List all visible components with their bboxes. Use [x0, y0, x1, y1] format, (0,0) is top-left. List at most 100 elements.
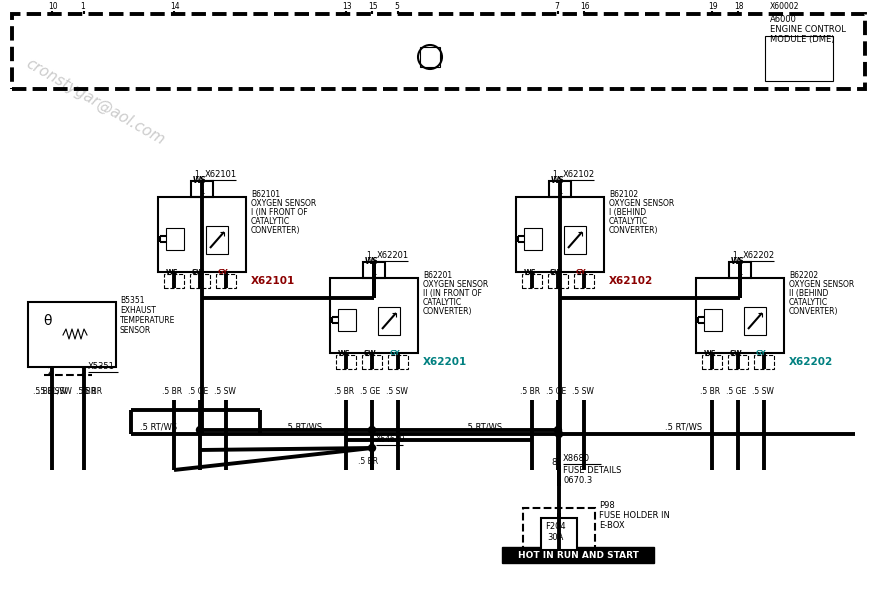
Text: 1: 1 — [372, 270, 376, 276]
Text: WS: WS — [551, 176, 565, 185]
Bar — [564, 226, 586, 254]
Bar — [191, 181, 213, 197]
Bar — [28, 302, 116, 367]
Text: II (IN FRONT OF: II (IN FRONT OF — [423, 289, 482, 298]
Text: P98: P98 — [599, 501, 615, 510]
Text: 3: 3 — [762, 361, 766, 366]
Text: HOT IN RUN AND START: HOT IN RUN AND START — [517, 551, 638, 559]
Text: 3: 3 — [396, 361, 400, 366]
Text: X62202: X62202 — [789, 357, 834, 367]
Text: E-BOX: E-BOX — [599, 521, 624, 530]
Text: WS: WS — [731, 257, 744, 266]
Text: WS: WS — [193, 176, 207, 185]
Text: 4: 4 — [370, 361, 374, 366]
Bar — [388, 355, 408, 369]
Text: 30A: 30A — [547, 533, 563, 542]
Circle shape — [368, 426, 375, 433]
Text: 1: 1 — [194, 170, 199, 179]
Text: X62101: X62101 — [251, 276, 295, 286]
Text: X60002: X60002 — [770, 2, 799, 11]
Text: .5 BR: .5 BR — [82, 387, 102, 396]
Text: CONVERTER): CONVERTER) — [251, 226, 300, 235]
Bar — [164, 274, 184, 288]
Bar — [548, 274, 568, 288]
Text: OXYGEN SENSOR: OXYGEN SENSOR — [423, 280, 488, 289]
Text: 1: 1 — [80, 2, 85, 11]
Text: CONVERTER): CONVERTER) — [423, 307, 472, 316]
Text: 8: 8 — [551, 458, 556, 467]
Text: GY: GY — [218, 269, 229, 275]
Text: .5 GE: .5 GE — [546, 387, 566, 396]
Text: FUSE HOLDER IN: FUSE HOLDER IN — [599, 511, 670, 520]
Text: WS: WS — [704, 350, 717, 356]
Bar — [696, 278, 784, 353]
Text: B62102: B62102 — [609, 190, 638, 199]
Bar — [522, 274, 542, 288]
Text: 4: 4 — [736, 361, 740, 366]
Text: FUSE DETAILS: FUSE DETAILS — [563, 466, 622, 475]
Text: B62202: B62202 — [789, 271, 819, 280]
Bar — [574, 274, 594, 288]
Text: WS: WS — [166, 269, 178, 275]
Bar — [523, 508, 595, 558]
Text: 10: 10 — [48, 2, 57, 11]
Text: SW: SW — [364, 350, 377, 356]
Text: θ: θ — [44, 314, 52, 328]
Text: GY: GY — [390, 350, 401, 356]
Text: .5 GE: .5 GE — [360, 387, 381, 396]
Text: ENGINE CONTROL: ENGINE CONTROL — [770, 25, 846, 34]
Text: .5 SW: .5 SW — [572, 387, 594, 396]
Text: .5 RT/WS: .5 RT/WS — [285, 422, 322, 431]
Text: .5 SW: .5 SW — [386, 387, 408, 396]
Text: .5 BR: .5 BR — [334, 387, 354, 396]
Text: 1: 1 — [738, 270, 743, 276]
Text: .5 BR: .5 BR — [162, 387, 182, 396]
Text: X62202: X62202 — [743, 251, 775, 260]
Text: 3: 3 — [582, 280, 586, 285]
Bar — [765, 36, 833, 81]
Text: .5 BL/SW: .5 BL/SW — [33, 387, 67, 396]
Text: .5 BR: .5 BR — [700, 387, 721, 396]
Text: 1: 1 — [732, 251, 736, 260]
Text: X62201: X62201 — [423, 357, 467, 367]
Text: .5 SW: .5 SW — [214, 387, 236, 396]
Text: X62201: X62201 — [377, 251, 409, 260]
Text: 2: 2 — [48, 367, 53, 376]
Circle shape — [555, 426, 562, 433]
Text: .5 RT/WS: .5 RT/WS — [140, 422, 177, 431]
Text: OXYGEN SENSOR: OXYGEN SENSOR — [789, 280, 854, 289]
Text: A6000: A6000 — [770, 15, 796, 24]
Text: X8680: X8680 — [563, 454, 590, 463]
Text: cronstygar@aol.com: cronstygar@aol.com — [23, 56, 167, 148]
Bar — [338, 309, 356, 331]
Text: CONVERTER): CONVERTER) — [789, 307, 839, 316]
Text: X62102: X62102 — [609, 276, 653, 286]
Bar — [524, 228, 542, 250]
Text: II (BEHIND: II (BEHIND — [789, 289, 828, 298]
Text: SENSOR: SENSOR — [120, 326, 151, 335]
Text: F204: F204 — [545, 522, 566, 531]
Text: 1: 1 — [366, 251, 371, 260]
Text: .5 BL/SW: .5 BL/SW — [38, 387, 72, 396]
Bar — [502, 547, 654, 563]
Text: X64619: X64619 — [376, 435, 405, 444]
Text: EXHAUST: EXHAUST — [120, 306, 156, 315]
Bar — [12, 14, 865, 89]
Text: SW: SW — [730, 350, 743, 356]
Bar — [754, 355, 774, 369]
Text: GY: GY — [756, 350, 766, 356]
Bar — [729, 262, 751, 278]
Text: .5 RT/WS: .5 RT/WS — [465, 422, 502, 431]
Text: 16: 16 — [580, 2, 590, 11]
Text: 2: 2 — [710, 361, 714, 366]
Text: WS: WS — [365, 257, 379, 266]
Text: CATALYTIC: CATALYTIC — [789, 298, 828, 307]
Text: 2: 2 — [172, 280, 176, 285]
Text: 3: 3 — [224, 280, 228, 285]
Text: MODULE (DME): MODULE (DME) — [770, 35, 834, 44]
Bar — [363, 262, 385, 278]
Text: .5 SW: .5 SW — [752, 387, 774, 396]
Bar — [206, 226, 228, 254]
Text: .5 GE: .5 GE — [188, 387, 208, 396]
Bar — [420, 47, 440, 67]
